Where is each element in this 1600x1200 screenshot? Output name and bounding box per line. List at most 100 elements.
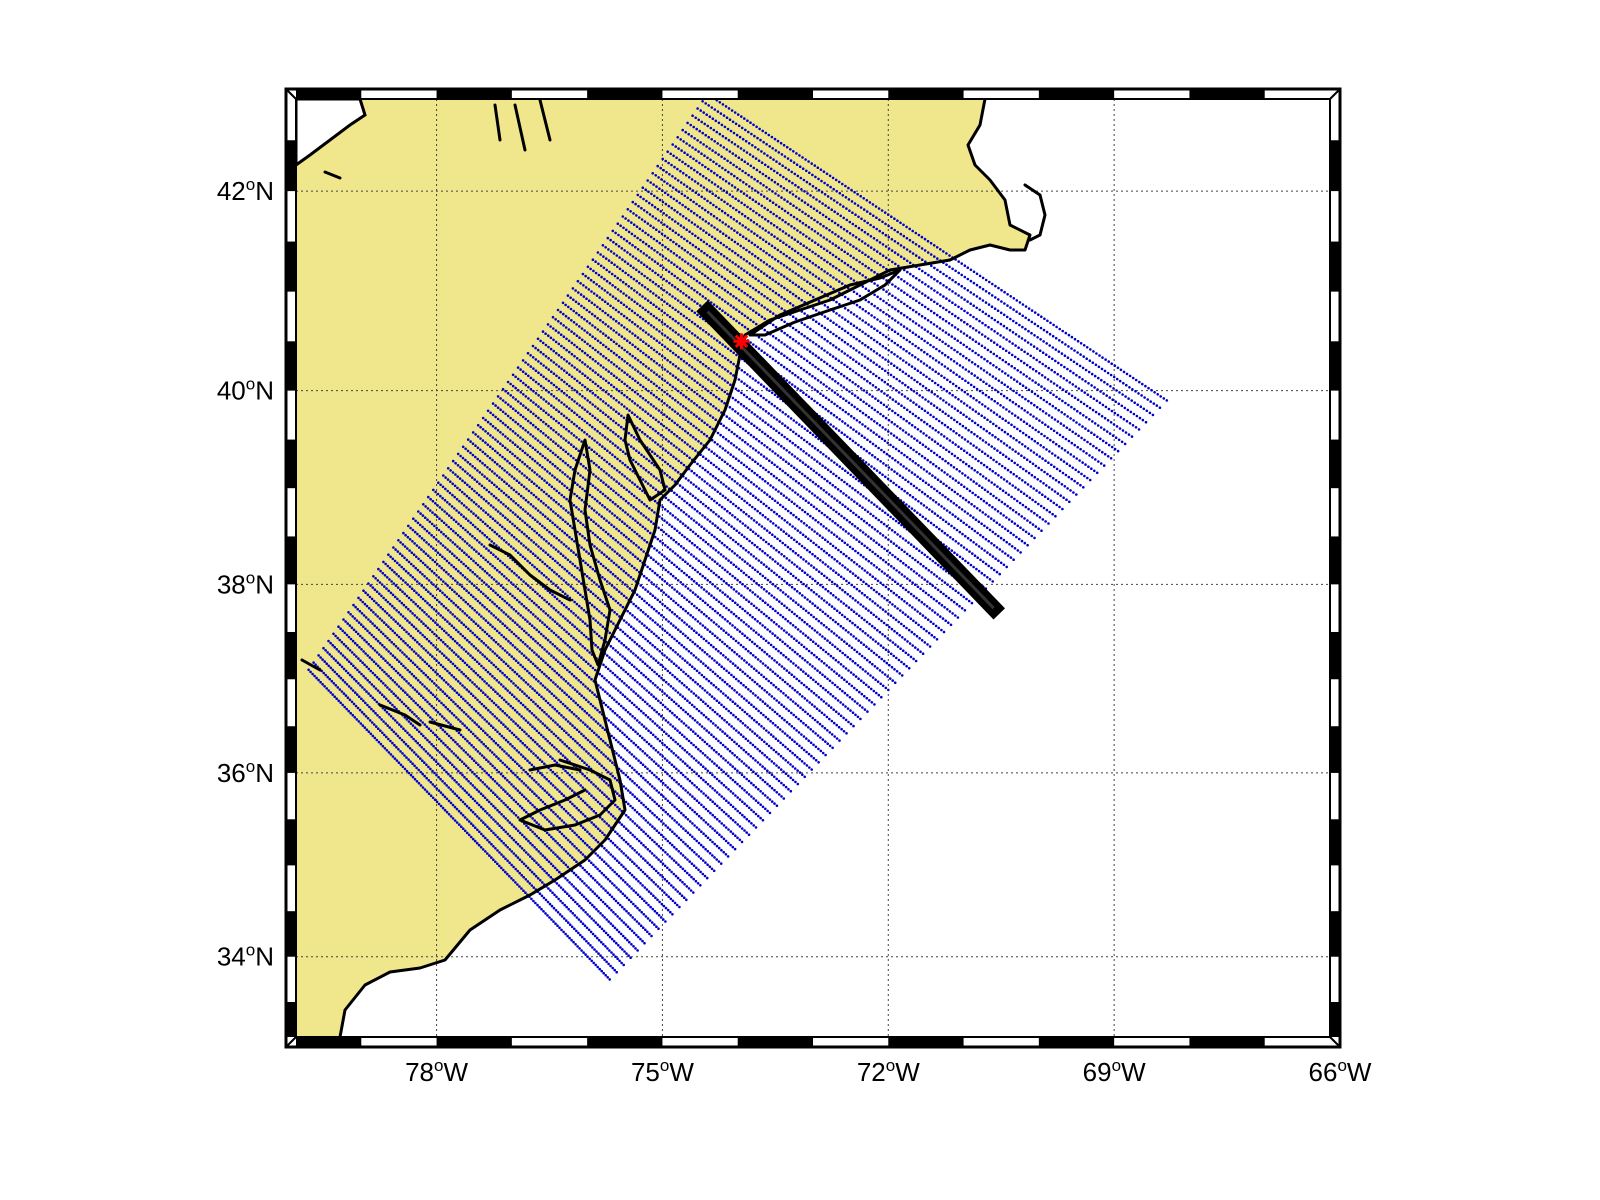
frame-corner-1 [1329,88,1341,100]
frame-seg-bottom [888,1037,964,1047]
lon-tick-hemisphere: W [443,1057,468,1087]
frame-seg-left [286,341,296,391]
land-mass [296,99,1030,1037]
frame-seg-left [286,1001,296,1037]
frame-seg-right [1330,1001,1340,1037]
lat-tick-label: 36oN [217,757,274,788]
lat-tick-hemisphere: N [255,758,274,788]
lat-tick-label: 34oN [217,941,274,972]
lat-tick-hemisphere: N [255,942,274,972]
lon-tick-hemisphere: W [1347,1057,1372,1087]
frame-seg-top [737,89,813,99]
lon-tick-degree-sign: o [1112,1056,1121,1075]
lat-tick-degree-sign: o [246,375,255,394]
grid-point-dots [307,99,1169,981]
lon-tick-degrees: 75 [631,1057,660,1087]
chesapeake-bay [568,438,612,667]
lat-tick-hemisphere: N [255,569,274,599]
lon-tick-degrees: 66 [1309,1057,1338,1087]
lon-tick-label: 66oW [1309,1056,1372,1087]
lon-tick-degrees: 78 [405,1057,434,1087]
lat-tick-hemisphere: N [255,376,274,406]
lon-tick-label: 75oW [631,1056,694,1087]
lat-tick-degrees: 40 [217,376,246,406]
frame-seg-bottom [296,1037,362,1047]
lat-tick-degree-sign: o [246,941,255,960]
map-layers [296,99,1330,1037]
frame-seg-top [296,89,362,99]
frame-seg-bottom [1189,1037,1265,1047]
frame-seg-right [1330,140,1340,192]
frame-corner-3 [1329,1036,1341,1048]
lon-tick-hemisphere: W [895,1057,920,1087]
lat-tick-degree-sign: o [246,757,255,776]
coastline-main [338,99,1032,1037]
frame-seg-right [1330,819,1340,866]
station-marker [733,333,750,350]
frame-seg-bottom [587,1037,663,1047]
lat-tick-degree-sign: o [246,175,255,194]
frame-seg-top [1189,89,1265,99]
frame-seg-right [1330,911,1340,957]
coastlines [300,99,1047,1037]
frame-seg-right [1330,241,1340,292]
lat-tick-label: 38oN [217,568,274,599]
frame-seg-bottom [737,1037,813,1047]
transect-line [696,300,1005,620]
frame-seg-left [286,536,296,585]
lat-tick-degrees: 36 [217,758,246,788]
map-frame [284,87,1342,1049]
frame-seg-right [1330,439,1340,489]
lat-tick-degrees: 38 [217,569,246,599]
lon-tick-hemisphere: W [669,1057,694,1087]
frame-seg-left [286,140,296,192]
lon-tick-degrees: 72 [857,1057,886,1087]
frame-seg-top [436,89,512,99]
lon-tick-degrees: 69 [1083,1057,1112,1087]
frame-seg-left [286,439,296,489]
lon-tick-label: 72oW [857,1056,920,1087]
lon-tick-label: 78oW [405,1056,468,1087]
frame-seg-left [286,631,296,680]
delaware-bay [623,413,667,502]
frame-seg-top [888,89,964,99]
lat-tick-degree-sign: o [246,568,255,587]
frame-seg-bottom [436,1037,512,1047]
frame-seg-bottom [1038,1037,1115,1047]
frame-seg-left [286,726,296,773]
lat-tick-degrees: 42 [217,176,246,206]
frame-seg-right [1330,726,1340,773]
lake-ontario-edge [323,170,342,180]
frame-seg-left [286,819,296,866]
lon-tick-label: 69oW [1083,1056,1146,1087]
inland-water-nc [378,703,462,732]
long-island [748,268,902,337]
lat-tick-hemisphere: N [255,176,274,206]
longitude-tick-labels: 78oW 75oW 72oW 69oW 66oW [405,1056,1372,1087]
lon-tick-hemisphere: W [1121,1057,1146,1087]
albemarle-sound [528,763,582,772]
model-grid-points [307,99,1169,981]
frame-seg-top [587,89,663,99]
station-asterisk-stroke-3 [734,334,749,349]
lat-tick-label: 40oN [217,375,274,406]
frame-corner-2 [285,1036,297,1048]
lat-tick-label: 42oN [217,175,274,206]
lon-tick-degree-sign: o [1337,1056,1346,1075]
cape-cod [1023,183,1047,242]
potomac-river [488,543,572,602]
frame-seg-left [286,241,296,292]
lon-tick-degree-sign: o [886,1056,895,1075]
river-va [300,658,322,672]
lat-tick-degrees: 34 [217,942,246,972]
frame-seg-right [1330,536,1340,585]
lake-erie [296,99,367,167]
frame-seg-top [1038,89,1115,99]
pamlico-sound [518,758,617,832]
frame-corner-0 [285,88,297,100]
frame-seg-right [1330,341,1340,391]
frame-seg-left [286,911,296,957]
frame-seg-right [1330,631,1340,680]
